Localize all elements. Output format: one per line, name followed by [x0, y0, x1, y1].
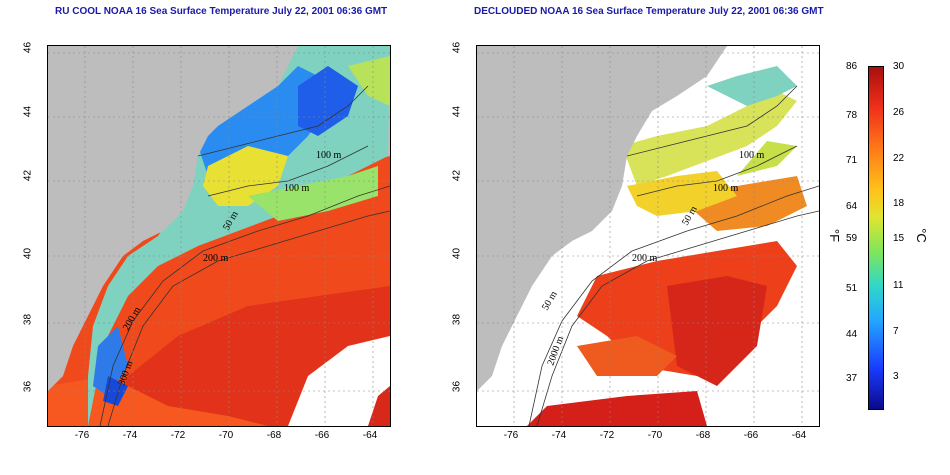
sst-map-declouded: 100 m 100 m 50 m 200 m 50 m 2000 m — [476, 45, 820, 427]
lat-tick-label: 46 — [22, 41, 34, 54]
sst-raw-image: 100 m 100 m 50 m 200 m 200 m 300 m — [48, 46, 390, 426]
fahrenheit-unit: °F — [827, 228, 843, 243]
lon-tick-label: -74 — [122, 430, 138, 441]
contour-label: 200 m — [632, 253, 658, 264]
celsius-label: 15 — [893, 233, 905, 244]
fahrenheit-label: 37 — [846, 373, 858, 384]
contour-label: 100 m — [739, 150, 765, 161]
lat-tick-label: 42 — [451, 169, 463, 182]
lat-tick-label: 44 — [22, 105, 34, 118]
lat-tick-label: 36 — [451, 380, 463, 393]
fahrenheit-label: 86 — [846, 61, 858, 72]
contour-label: 100 m — [316, 150, 342, 161]
lon-tick-label: -76 — [503, 430, 519, 441]
lat-tick-label: 38 — [451, 313, 463, 326]
celsius-label: 22 — [893, 153, 905, 164]
fahrenheit-label: 59 — [846, 233, 858, 244]
lon-tick-label: -64 — [362, 430, 378, 441]
fahrenheit-label: 78 — [846, 110, 858, 121]
lon-tick-label: -74 — [551, 430, 567, 441]
celsius-label: 18 — [893, 198, 905, 209]
lat-tick-label: 40 — [451, 247, 463, 260]
lon-tick-label: -70 — [218, 430, 234, 441]
lon-tick-label: -66 — [743, 430, 759, 441]
fahrenheit-label: 64 — [846, 201, 858, 212]
celsius-label: 30 — [893, 61, 905, 72]
lon-tick-label: -72 — [170, 430, 186, 441]
celsius-label: 26 — [893, 107, 905, 118]
sst-map-raw: 100 m 100 m 50 m 200 m 200 m 300 m — [47, 45, 391, 427]
right-map-title: DECLOUDED NOAA 16 Sea Surface Temperatur… — [474, 6, 824, 17]
lat-tick-label: 46 — [451, 41, 463, 54]
lon-tick-label: -72 — [599, 430, 615, 441]
lat-tick-label: 36 — [22, 380, 34, 393]
celsius-label: 3 — [893, 371, 899, 382]
fahrenheit-label: 51 — [846, 283, 858, 294]
celsius-label: 11 — [893, 280, 904, 291]
lon-tick-label: -76 — [74, 430, 90, 441]
lon-tick-label: -68 — [266, 430, 282, 441]
fahrenheit-label: 44 — [846, 329, 858, 340]
lon-tick-label: -68 — [695, 430, 711, 441]
lon-tick-label: -70 — [647, 430, 663, 441]
lon-tick-label: -64 — [791, 430, 807, 441]
celsius-unit: °C — [913, 228, 929, 243]
lat-tick-label: 42 — [22, 169, 34, 182]
sst-declouded-image: 100 m 100 m 50 m 200 m 50 m 2000 m — [477, 46, 819, 426]
lat-tick-label: 44 — [451, 105, 463, 118]
celsius-label: 7 — [893, 326, 899, 337]
contour-label: 200 m — [203, 253, 229, 264]
contour-label: 100 m — [713, 183, 739, 194]
left-map-title: RU COOL NOAA 16 Sea Surface Temperature … — [55, 6, 388, 17]
contour-label: 100 m — [284, 183, 310, 194]
lat-tick-label: 38 — [22, 313, 34, 326]
lat-tick-label: 40 — [22, 247, 34, 260]
temperature-colorbar — [868, 66, 884, 410]
lon-tick-label: -66 — [314, 430, 330, 441]
fahrenheit-label: 71 — [846, 155, 858, 166]
